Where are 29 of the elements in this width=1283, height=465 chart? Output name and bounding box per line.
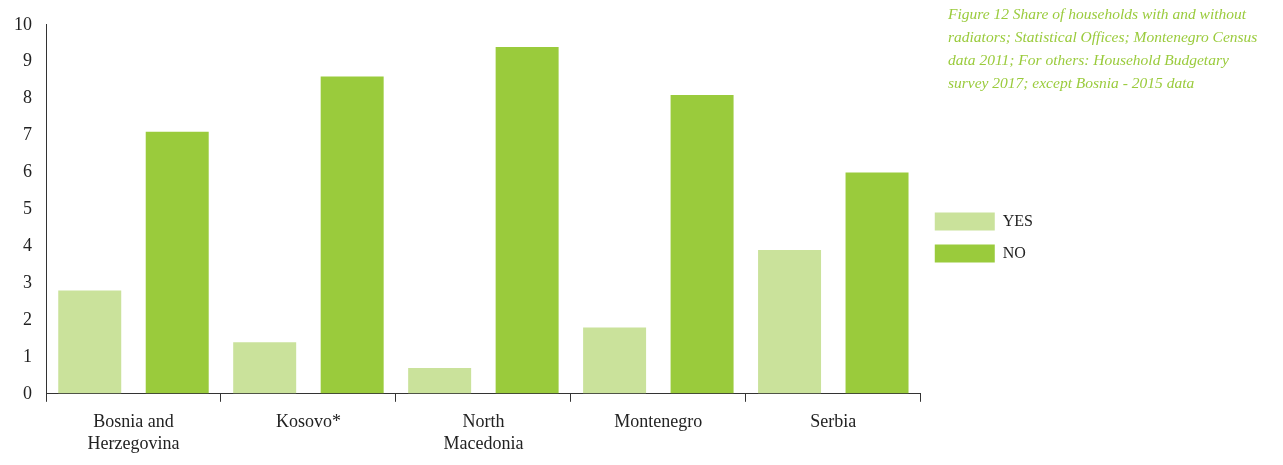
y-tick-label: 7 [23, 124, 32, 145]
x-tick-label: North Macedonia [443, 411, 524, 453]
bar [145, 131, 209, 394]
y-tick-label: 4 [23, 234, 32, 255]
x-tick-label: Montenegro [614, 411, 703, 432]
bar [583, 327, 647, 394]
y-tick-label: 5 [23, 198, 32, 219]
legend-label: NO [1002, 243, 1026, 261]
bar [58, 290, 122, 394]
bar [495, 46, 559, 394]
y-tick-label: 10 [14, 13, 32, 34]
y-tick-label: 2 [23, 308, 32, 329]
bar [758, 249, 822, 394]
bar [320, 76, 384, 394]
y-tick-label: 8 [23, 87, 32, 108]
y-tick-label: 3 [23, 271, 32, 292]
x-tick-label: Bosnia and Herzegovina [87, 411, 180, 453]
x-tick-label: Serbia [810, 411, 857, 432]
y-tick-label: 1 [23, 345, 32, 366]
x-tick-label: Kosovo* [275, 411, 341, 432]
legend-label: YES [1002, 211, 1034, 229]
bar [670, 94, 734, 394]
bar [845, 172, 909, 394]
y-tick-label: 6 [23, 161, 32, 182]
y-tick-label: 9 [23, 50, 32, 71]
text: Figure 12 Share of households with and without radiators; Statistical Offices; Montenegro Census data 2011; For others: Household Budgetary survey 2017; except Bosnia - 2015 data [948, 4, 1259, 93]
bar [233, 342, 297, 394]
bar [408, 367, 472, 394]
y-tick-label: 0 [23, 382, 32, 403]
